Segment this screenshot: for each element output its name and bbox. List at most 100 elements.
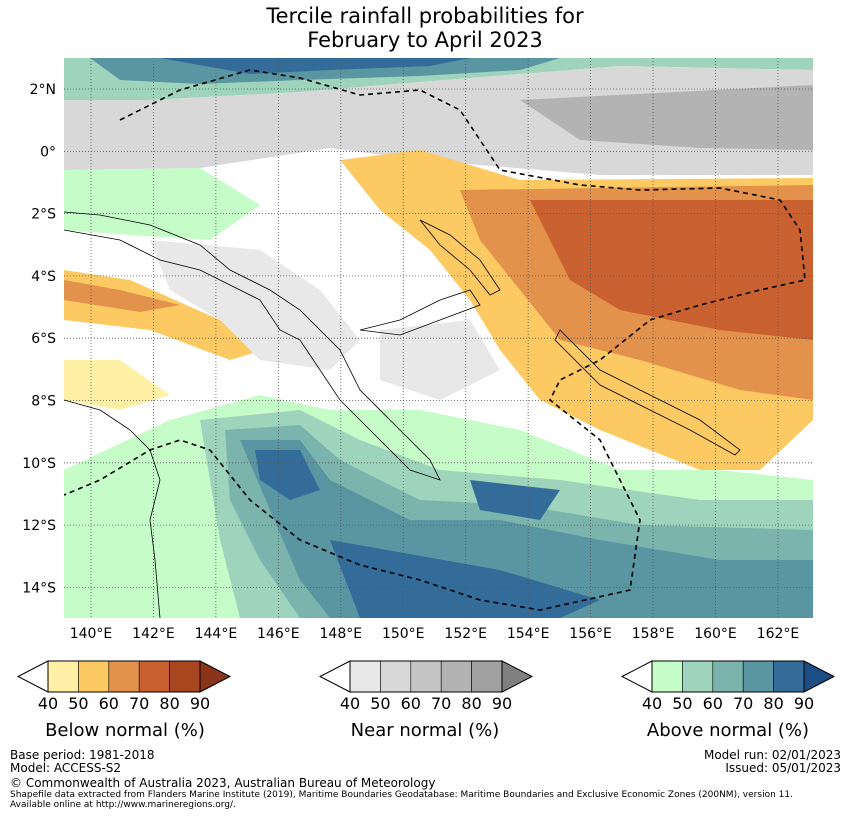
longitude-label: 146°E xyxy=(257,626,300,642)
colorbar-under-triangle xyxy=(620,660,653,693)
latitude-labels: 2°N 0° 2°S 4°S 6°S 8°S 10°S 12°S 14°S xyxy=(22,82,56,596)
colorbar-segment xyxy=(682,660,714,693)
colorbar-outline xyxy=(349,660,503,693)
longitude-label: 142°E xyxy=(132,626,175,642)
colorbar-segment xyxy=(349,660,381,693)
colorbar-above-normal xyxy=(620,660,836,693)
colorbar-tick-label: 60 xyxy=(400,694,421,713)
model-name: Model: ACCESS-S2 xyxy=(10,761,122,775)
map-field xyxy=(64,58,813,618)
above-normal-north-peak xyxy=(160,58,470,74)
probability-map: 140°E 142°E 144°E 146°E 148°E 150°E 152°E 154°E… xyxy=(22,58,813,642)
solomon-islands-coastline xyxy=(554,329,741,456)
colorbar-over-triangle xyxy=(199,660,232,693)
colorbar-tick-label: 50 xyxy=(672,694,693,713)
shapefile-credit-line1: Shapefile data extracted from Flanders M… xyxy=(10,790,793,800)
above-normal-equator xyxy=(64,168,260,240)
colorbar-tick-label: 90 xyxy=(793,694,815,713)
map-title-line2: February to April 2023 xyxy=(307,28,543,52)
longitude-label: 162°E xyxy=(757,626,800,642)
near-normal-north xyxy=(64,66,813,175)
colorbar-segment xyxy=(742,660,774,693)
colorbar-tick-label: 60 xyxy=(98,694,119,713)
latitude-label: 10°S xyxy=(22,456,56,472)
colorbar-title-above-normal: Above normal (%) xyxy=(646,720,810,741)
colorbar-tick-label: 80 xyxy=(159,694,180,713)
colorbar-tick-label: 90 xyxy=(189,694,211,713)
colorbar-tick-label: 80 xyxy=(461,694,482,713)
colorbar-segment xyxy=(169,660,201,693)
new-britain-coastline xyxy=(359,289,481,336)
shapefile-credit-line2: Available online at http://www.marinereg… xyxy=(10,800,236,810)
colorbar-segment xyxy=(471,660,503,693)
colorbar-tick-label: 80 xyxy=(763,694,784,713)
graticule xyxy=(64,58,813,618)
issued-date: Issued: 05/01/2023 xyxy=(725,761,841,775)
below-normal-west-core xyxy=(64,280,180,312)
longitude-label: 144°E xyxy=(195,626,238,642)
colorbar-segment xyxy=(651,660,683,693)
longitude-label: 160°E xyxy=(694,626,737,642)
colorbar-tick-label: 60 xyxy=(702,694,723,713)
colorbar-tick-label: 40 xyxy=(641,694,663,713)
near-normal-center2 xyxy=(380,320,500,400)
latitude-label: 2°S xyxy=(31,207,56,223)
model-run-date: Model run: 02/01/2023 xyxy=(703,748,841,762)
colorbar-tick-label: 70 xyxy=(129,694,150,713)
colorbar-outline xyxy=(651,660,805,693)
colorbar-under-triangle xyxy=(318,660,351,693)
longitude-label: 152°E xyxy=(444,626,487,642)
colorbar-segment xyxy=(712,660,744,693)
colorbar-segment xyxy=(410,660,442,693)
colorbar-under-triangle xyxy=(16,660,49,693)
colorbar-tick-label: 40 xyxy=(339,694,361,713)
longitude-label: 140°E xyxy=(70,626,113,642)
colorbar-segment xyxy=(108,660,140,693)
colorbar-segment xyxy=(773,660,805,693)
colorbar-tick-label: 40 xyxy=(37,694,59,713)
near-normal-north-dark xyxy=(520,85,813,150)
colorbar-segment xyxy=(47,660,79,693)
below-normal-east-70 xyxy=(530,200,813,340)
colorbar-segment xyxy=(78,660,110,693)
base-period: Base period: 1981-2018 xyxy=(10,748,155,762)
colorbar-below-normal xyxy=(16,660,232,693)
colorbar-near-normal xyxy=(318,660,534,693)
colorbar-outline xyxy=(47,660,201,693)
colorbar-tick-label: 70 xyxy=(733,694,754,713)
colorbar-title-below-normal: Below normal (%) xyxy=(45,720,205,741)
above-normal-south-80c xyxy=(330,540,600,618)
longitude-label: 158°E xyxy=(632,626,675,642)
near-normal-center xyxy=(150,240,360,370)
map-title-line1: Tercile rainfall probabilities for xyxy=(266,4,584,28)
colorbar-title-near-normal: Near normal (%) xyxy=(350,720,500,741)
australia-coastline xyxy=(64,399,161,618)
latitude-label: 6°S xyxy=(31,331,56,347)
colorbar-segment xyxy=(440,660,472,693)
colorbar-tick-label: 90 xyxy=(491,694,513,713)
colorbar-segment xyxy=(380,660,412,693)
longitude-label: 156°E xyxy=(569,626,612,642)
colorbar-over-triangle xyxy=(803,660,836,693)
latitude-label: 14°S xyxy=(22,580,56,596)
colorbar-tick-label: 50 xyxy=(68,694,89,713)
longitude-label: 148°E xyxy=(320,626,363,642)
longitude-labels: 140°E 142°E 144°E 146°E 148°E 150°E 152°E 154°E… xyxy=(70,626,800,642)
new-ireland-coastline xyxy=(419,219,501,296)
above-normal-south-80b xyxy=(470,480,560,520)
latitude-label: 2°N xyxy=(30,82,56,98)
longitude-label: 154°E xyxy=(507,626,550,642)
latitude-label: 0° xyxy=(40,144,56,160)
colorbar-segment xyxy=(138,660,170,693)
colorbar-over-triangle xyxy=(501,660,534,693)
colorbar-tick-label: 70 xyxy=(431,694,452,713)
latitude-label: 8°S xyxy=(31,394,56,410)
longitude-label: 150°E xyxy=(382,626,425,642)
latitude-label: 4°S xyxy=(31,269,56,285)
copyright-text: © Commonwealth of Australia 2023, Austra… xyxy=(10,776,436,790)
below-normal-southwest xyxy=(64,360,170,410)
eez-boundary xyxy=(64,69,806,611)
colorbar-tick-label: 50 xyxy=(370,694,391,713)
new-guinea-coastline xyxy=(64,211,441,481)
